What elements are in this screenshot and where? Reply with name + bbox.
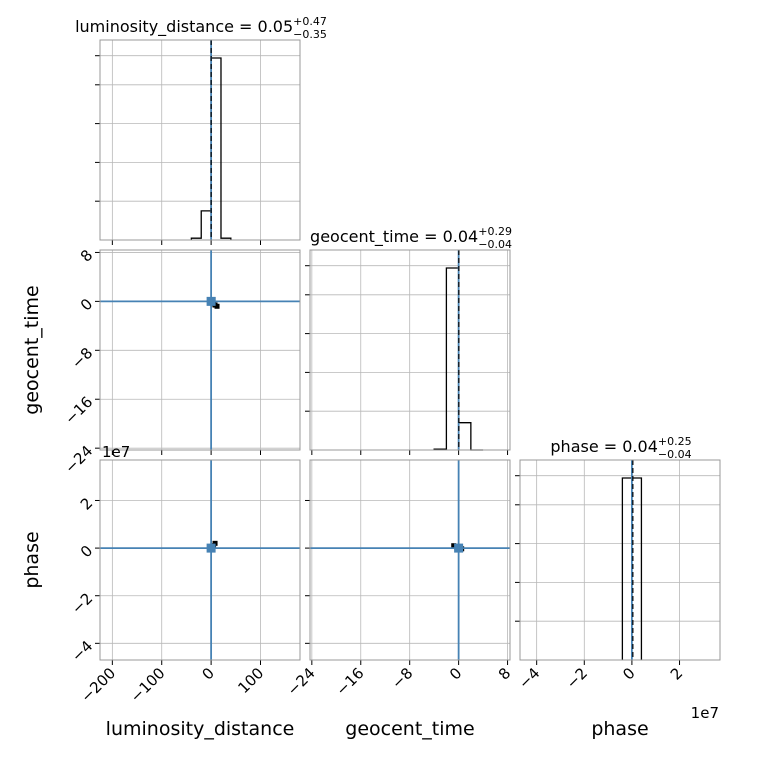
tick-label-y: −24: [61, 442, 96, 477]
scatter-panel-geocent_time-vs-phase: −24 −16 −8 0 8: [284, 459, 514, 699]
scatter-panel-luminosity_distance-vs-phase: −4 −2 0 2 −200 −100 0 100: [68, 459, 301, 706]
panel-title-upper: +0.25: [658, 435, 692, 448]
truth-marker: [206, 543, 216, 553]
tick-label-y: 8: [77, 246, 96, 265]
ylabel-geocent_time: geocent_time: [21, 285, 43, 414]
tick-label-x: 0: [446, 664, 465, 683]
ylabel-phase: phase: [21, 531, 43, 588]
truth-marker: [454, 543, 464, 553]
tick-label-x: 2: [667, 664, 686, 683]
offset-label-phase-y: 1e7: [102, 443, 130, 461]
tick-label-x: −2: [563, 664, 591, 692]
panel-title-luminosity_distance: luminosity_distance = 0.05+0.47 −0.35: [75, 15, 327, 41]
tick-label-x: −16: [332, 664, 367, 699]
xlabel-luminosity_distance: luminosity_distance: [106, 718, 295, 740]
tick-label-y: 0: [77, 542, 96, 561]
panel-title-lower: −0.35: [293, 28, 327, 41]
panel-title-phase: phase = 0.04+0.25 −0.04: [550, 435, 691, 461]
truth-marker: [206, 296, 216, 306]
panel-frame: [99, 249, 301, 451]
panel-title-lower: −0.04: [658, 448, 692, 461]
panel-frame: [99, 459, 301, 661]
hist-panel-geocent_time: [305, 249, 511, 455]
tick-label-x: −4: [515, 664, 543, 692]
tick-label-x: −8: [388, 664, 416, 692]
offset-label-phase-x: 1e7: [691, 704, 719, 722]
panel-frame: [309, 249, 511, 451]
tick-label-x: −24: [284, 664, 319, 699]
tick-label-x: 0: [619, 664, 638, 683]
hist-panel-phase: −4 −2 0 2: [515, 459, 721, 692]
panel-title-value: luminosity_distance = 0.05: [75, 17, 293, 37]
tick-label-x: 8: [495, 664, 514, 683]
sample-point: [214, 303, 220, 309]
panel-title-lower: −0.04: [478, 238, 512, 251]
sample-point: [212, 540, 218, 546]
tick-label-y: −8: [68, 344, 96, 372]
panel-title-value: phase = 0.04: [550, 437, 657, 456]
tick-label-y: 2: [77, 494, 96, 513]
tick-label-x: −200: [77, 664, 119, 706]
tick-label-y: 0: [77, 295, 96, 314]
panel-frame: [519, 459, 721, 661]
tick-label-x: −100: [127, 664, 169, 706]
sample-point: [451, 543, 457, 549]
panel-frame: [309, 459, 511, 661]
tick-label-y: −2: [68, 589, 96, 617]
xlabel-geocent_time: geocent_time: [345, 718, 474, 740]
panel-title-geocent_time: geocent_time = 0.04+0.29 −0.04: [310, 225, 512, 251]
scatter-panel-luminosity_distance-vs-geocent_time: −24 −16 −8 0 8: [61, 246, 301, 477]
hist-panel-luminosity_distance: [95, 39, 301, 245]
tick-label-x: 100: [234, 664, 267, 697]
tick-label-y: −4: [68, 637, 96, 665]
panel-title-upper: +0.47: [293, 15, 327, 28]
xlabel-phase: phase: [591, 718, 648, 740]
panel-frame: [99, 39, 301, 241]
tick-label-y: −16: [61, 393, 96, 428]
panel-title-upper: +0.29: [478, 225, 512, 238]
tick-label-x: 0: [198, 664, 217, 683]
panel-title-value: geocent_time = 0.04: [310, 227, 478, 247]
